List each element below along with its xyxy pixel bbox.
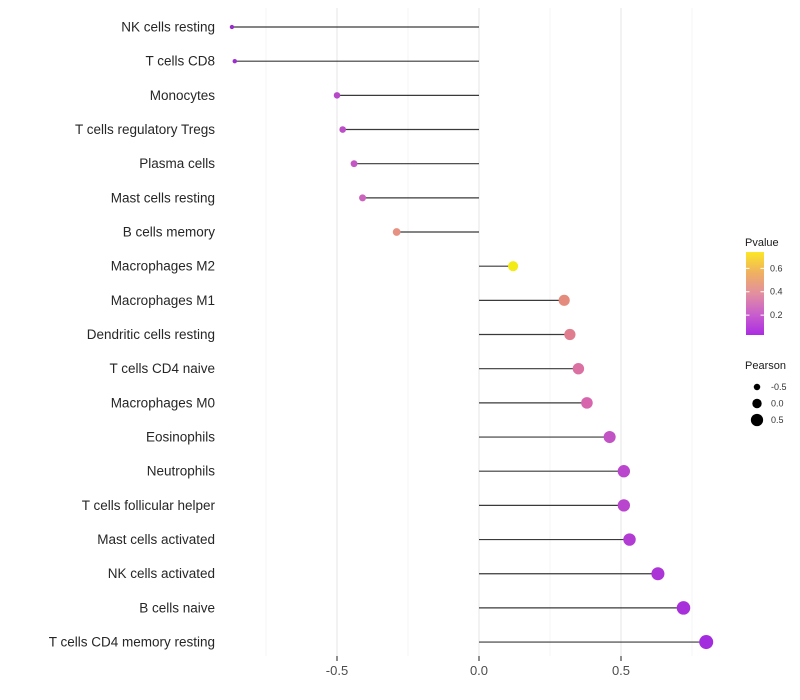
pearson-legend-label: -0.5 bbox=[771, 382, 787, 392]
y-category-label: Macrophages M2 bbox=[111, 259, 215, 274]
y-category-label: Neutrophils bbox=[147, 464, 216, 479]
lollipop-dot bbox=[699, 635, 714, 650]
y-category-label: T cells CD4 memory resting bbox=[49, 635, 215, 650]
legend-pearson-title: Pearson bbox=[745, 360, 786, 372]
y-category-label: Mast cells activated bbox=[97, 532, 215, 547]
legend-pvalue-title: Pvalue bbox=[745, 237, 779, 249]
colorbar-tick-label: 0.2 bbox=[770, 310, 783, 320]
lollipop-row bbox=[232, 58, 479, 64]
y-category-label: Plasma cells bbox=[139, 156, 215, 171]
lollipop-dot bbox=[333, 92, 341, 99]
lollipop-row bbox=[479, 567, 665, 581]
lollipop-row bbox=[479, 362, 585, 375]
y-category-label: T cells regulatory Tregs bbox=[75, 122, 215, 137]
y-category-label: B cells naive bbox=[139, 600, 215, 615]
lollipop-row bbox=[479, 601, 691, 615]
legend-pearson: Pearson -0.5 0.0 0.5 bbox=[745, 360, 787, 427]
pvalue-colorbar-ticks: 0.6 0.4 0.2 bbox=[746, 263, 783, 320]
lollipop-row bbox=[333, 92, 479, 99]
pearson-legend-dot bbox=[752, 398, 762, 409]
pvalue-colorbar bbox=[746, 252, 764, 335]
lollipop-row bbox=[479, 261, 519, 272]
lollipop-rows bbox=[229, 24, 714, 650]
y-category-label: Macrophages M1 bbox=[111, 293, 215, 308]
pearson-legend-label: 0.0 bbox=[771, 399, 784, 409]
lollipop-row bbox=[392, 228, 479, 236]
lollipop-dot bbox=[564, 328, 576, 341]
lollipop-row bbox=[339, 126, 479, 133]
lollipop-row bbox=[479, 431, 616, 444]
x-tick-label: 0.0 bbox=[470, 663, 488, 678]
lollipop-row bbox=[479, 294, 570, 306]
y-category-label: NK cells activated bbox=[108, 566, 215, 581]
lollipop-dot bbox=[339, 126, 346, 133]
lollipop-row bbox=[479, 499, 631, 512]
y-category-label: T cells CD4 naive bbox=[109, 361, 215, 376]
lollipop-row bbox=[359, 194, 479, 202]
x-tick-label: 0.5 bbox=[612, 663, 630, 678]
lollipop-dot bbox=[676, 601, 691, 615]
lollipop-dot bbox=[229, 24, 235, 30]
y-category-label: Eosinophils bbox=[146, 430, 215, 445]
y-category-label: T cells CD8 bbox=[145, 54, 215, 69]
pearson-legend-dot bbox=[750, 413, 764, 427]
y-category-label: Macrophages M0 bbox=[111, 395, 215, 410]
y-category-label: T cells follicular helper bbox=[82, 498, 216, 513]
gridlines bbox=[265, 8, 693, 656]
lollipop-dot bbox=[350, 160, 358, 168]
lollipop-dot bbox=[572, 362, 585, 375]
y-category-label: NK cells resting bbox=[121, 20, 215, 35]
lollipop-row bbox=[350, 160, 479, 168]
y-category-label: B cells memory bbox=[123, 225, 216, 240]
lollipop-dot bbox=[392, 228, 401, 236]
lollipop-row bbox=[479, 533, 636, 546]
lollipop-dot bbox=[558, 294, 570, 306]
legend-pvalue: Pvalue 0.6 0.4 0.2 bbox=[745, 237, 783, 335]
y-category-label: Mast cells resting bbox=[111, 190, 215, 205]
y-category-label: Dendritic cells resting bbox=[87, 327, 215, 342]
lollipop-row bbox=[479, 397, 593, 409]
lollipop-dot bbox=[617, 465, 631, 478]
colorbar-tick-label: 0.4 bbox=[770, 287, 783, 297]
pearson-legend-dot bbox=[753, 383, 761, 391]
y-axis-labels: NK cells resting T cells CD8 Monocytes T ce… bbox=[49, 20, 216, 650]
lollipop-row bbox=[229, 24, 479, 30]
colorbar-tick-label: 0.6 bbox=[770, 263, 783, 273]
lollipop-dot bbox=[617, 499, 631, 512]
lollipop-dot bbox=[651, 567, 665, 581]
lollipop-row bbox=[479, 635, 714, 650]
legend-pearson-items: -0.5 0.0 0.5 bbox=[750, 382, 787, 427]
lollipop-dot bbox=[508, 261, 519, 272]
lollipop-row bbox=[479, 328, 576, 341]
lollipop-row bbox=[479, 465, 631, 478]
x-tick-label: -0.5 bbox=[326, 663, 348, 678]
y-category-label: Monocytes bbox=[150, 88, 216, 103]
pearson-legend-label: 0.5 bbox=[771, 415, 784, 425]
x-axis: -0.5 0.0 0.5 bbox=[326, 656, 630, 678]
lollipop-dot bbox=[359, 194, 367, 202]
lollipop-dot bbox=[232, 58, 237, 64]
lollipop-dot bbox=[623, 533, 636, 546]
lollipop-dot bbox=[581, 397, 593, 409]
lollipop-dot bbox=[603, 431, 616, 444]
